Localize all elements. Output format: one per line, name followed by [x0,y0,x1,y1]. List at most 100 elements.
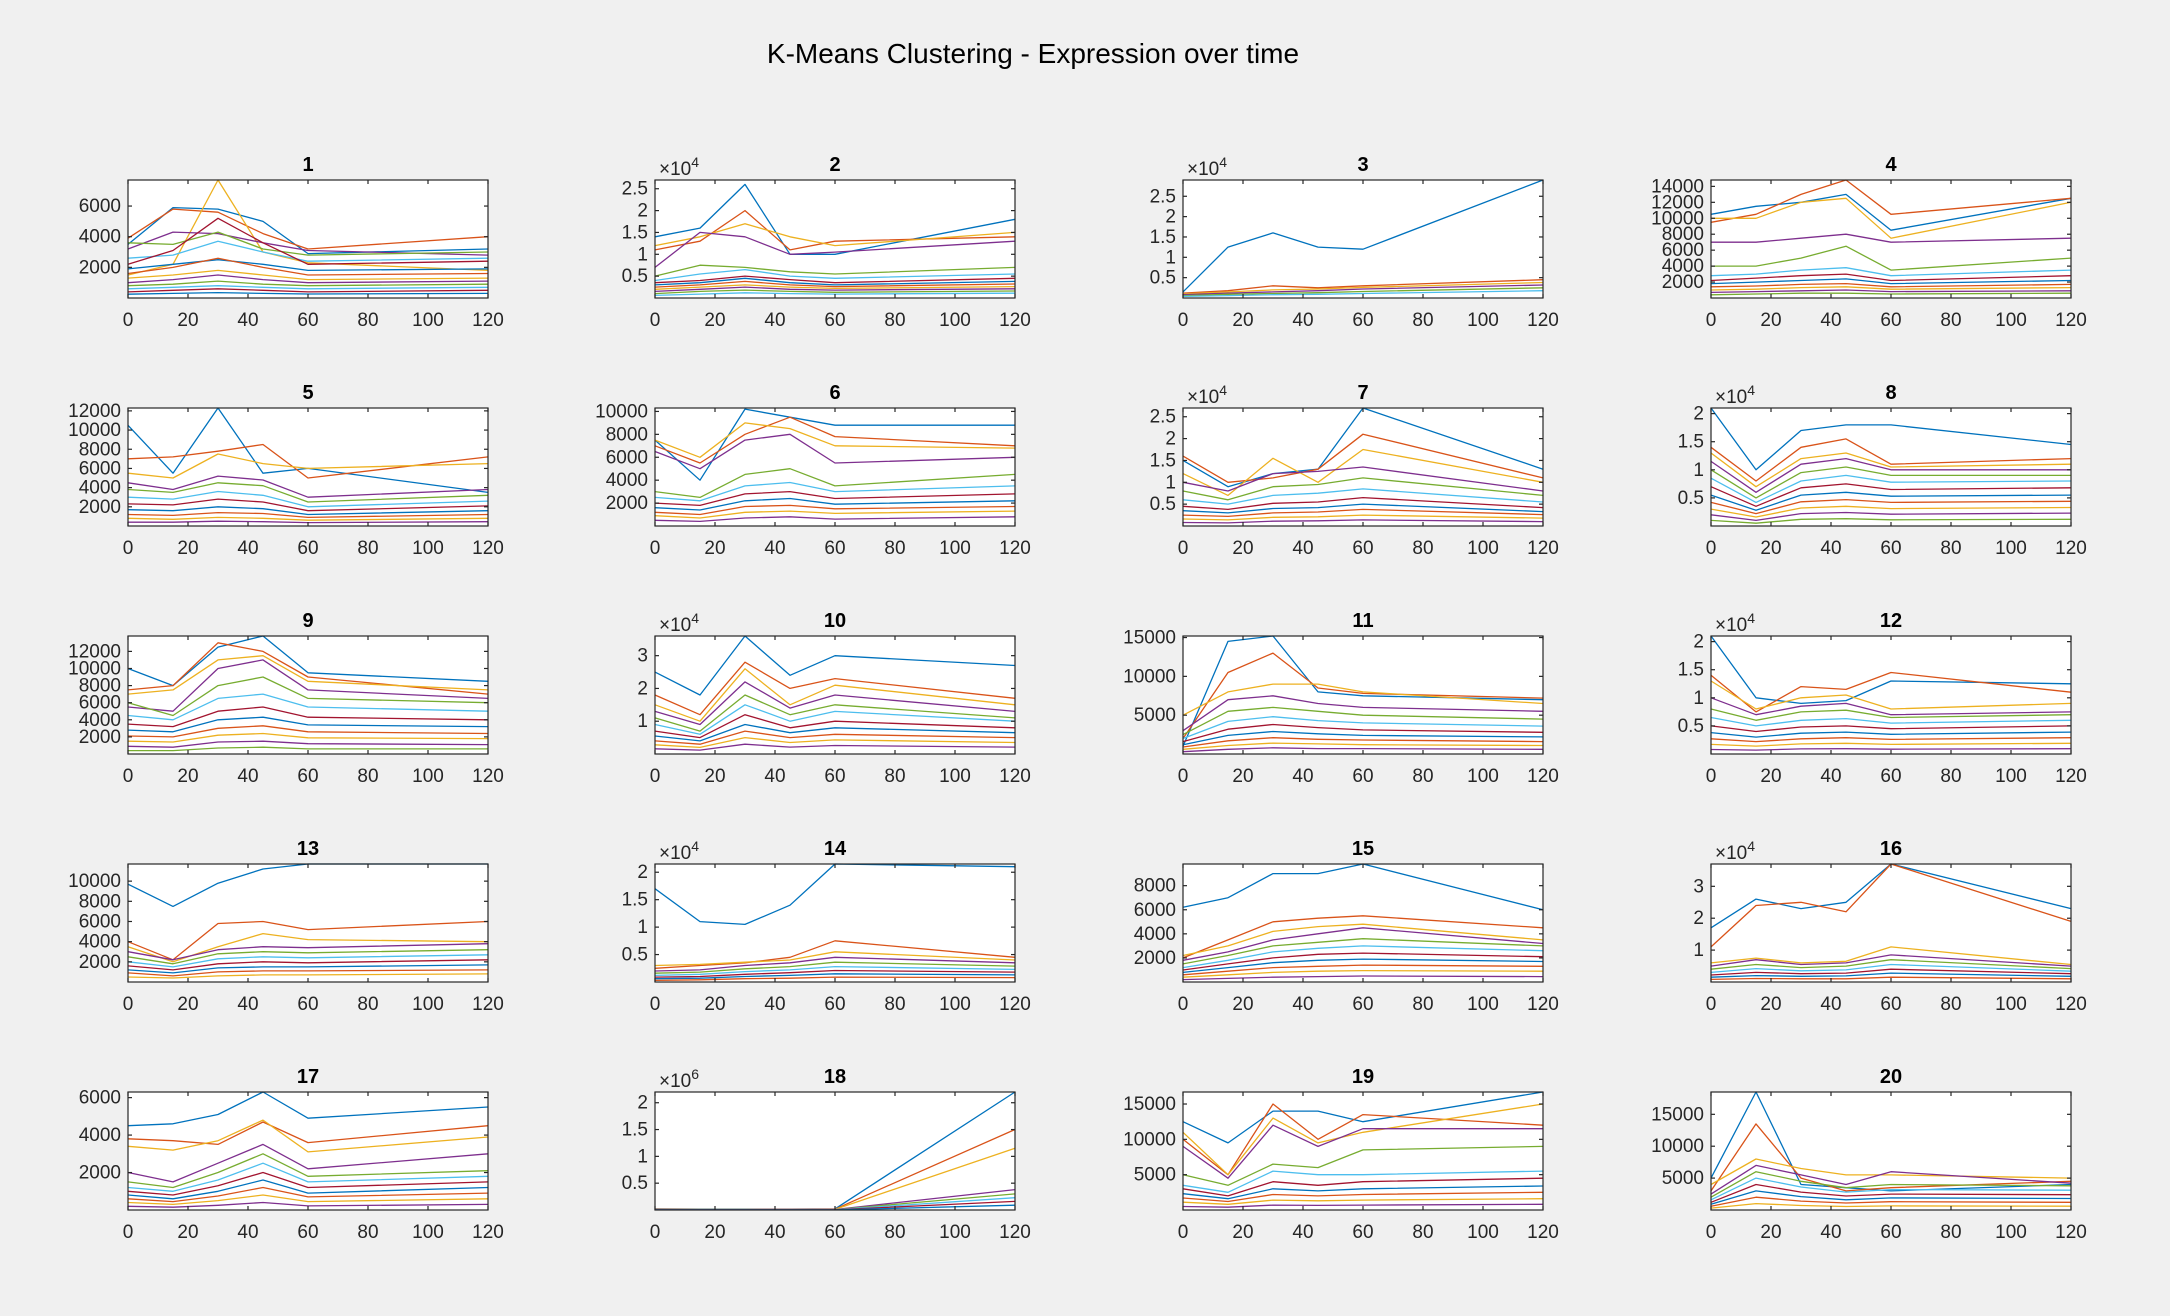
series-line [1710,292,2072,296]
y-tick-label: 5000 [1134,705,1176,726]
x-tick-label: 20 [1760,538,1781,559]
series-line [1710,457,2071,493]
x-tick-label: 20 [1232,994,1253,1015]
series-line [127,740,489,748]
series-line [127,959,489,971]
x-tick-label: 20 [177,1222,198,1243]
x-tick-label: 60 [297,1222,318,1243]
x-tick-label: 20 [177,310,198,331]
series-line [1182,1177,1544,1197]
series-line [1710,972,2072,978]
y-tick-label: 2000 [606,493,648,514]
x-tick-label: 20 [177,994,198,1015]
series-line [127,1171,489,1196]
y-tick-label: 0.5 [1678,716,1704,737]
y-tick-label: 6000 [79,458,121,479]
series-line [654,965,1016,977]
y-tick-label: 6000 [1134,900,1176,921]
series-line [1710,1164,2072,1195]
series-line [1182,514,1544,521]
series-line [654,422,1016,458]
series-line [1182,938,1544,965]
x-tick-label: 40 [1292,538,1313,559]
x-tick-label: 0 [1706,766,1717,787]
series-line [127,716,489,733]
y-tick-label: 0.5 [1150,268,1176,289]
x-tick-label: 120 [1527,994,1559,1015]
x-tick-label: 20 [704,766,725,787]
series-line [1182,958,1544,974]
subplot-title: 10 [824,610,846,632]
series-line [1710,863,2072,948]
series-line [1182,179,1544,293]
series-line [1711,245,2072,271]
x-tick-label: 80 [1940,538,1961,559]
y-tick-label: 1.5 [1678,660,1704,681]
series-line [1182,1103,1544,1176]
y-tick-label: 8000 [79,891,121,912]
y-tick-label: 1 [1693,688,1704,709]
series-line [1710,731,2072,738]
y-tick-label: 2000 [79,1163,121,1184]
y-exponent-label: ×104 [1715,838,1755,864]
y-tick-label: 8000 [79,676,121,697]
y-tick-label: 4000 [79,710,121,731]
series-line [654,694,1016,732]
x-tick-label: 40 [1820,1222,1841,1243]
y-tick-label: 10000 [68,658,121,679]
x-tick-label: 100 [1995,538,2027,559]
series-line [1182,635,1544,747]
series-line [654,468,1016,499]
y-tick-label: 2.5 [622,179,648,200]
subplot-title: 16 [1880,838,1902,860]
x-tick-label: 80 [357,310,378,331]
y-tick-label: 6000 [606,447,648,468]
series-line [1182,952,1544,971]
x-tick-label: 60 [824,538,845,559]
y-exponent-label: ×104 [1187,382,1227,408]
series-line [654,504,1016,516]
series-line [1182,716,1544,740]
series-line [654,736,1016,749]
x-tick-label: 100 [939,1222,971,1243]
y-exponent-label: ×104 [1715,382,1755,408]
x-tick-label: 0 [650,1222,661,1243]
y-tick-label: 1 [1165,247,1176,268]
x-tick-label: 0 [650,994,661,1015]
x-tick-label: 120 [2055,766,2087,787]
series-line [1710,671,2072,713]
series-line [654,681,1016,726]
series-line [654,961,1016,974]
x-tick-label: 40 [237,310,258,331]
series-line [654,969,1016,978]
x-tick-label: 80 [1412,994,1433,1015]
series-line [1710,748,2072,751]
series-line [1710,863,2072,929]
series-line [654,280,1016,288]
series-line [127,257,489,276]
series-line [1182,915,1544,959]
y-tick-label: 0.5 [622,1173,648,1194]
series-line [1182,730,1544,746]
y-tick-label: 2 [1165,429,1176,450]
series-line [1182,945,1544,969]
series-line [1710,483,2072,507]
series-line [654,231,1016,268]
series-line [654,289,1016,295]
plot-area [128,1092,488,1210]
x-tick-label: 120 [2055,538,2087,559]
subplot-title: 2 [829,154,840,176]
series-line [1710,697,2072,716]
subplot-15: 0 20 40 60 80 100 120 2000 4000 6000 8000 15 [1134,838,1559,1015]
x-tick-label: 80 [357,1222,378,1243]
series-line [1182,281,1544,295]
y-tick-label: 2000 [79,727,121,748]
x-tick-label: 80 [884,310,905,331]
y-tick-label: 0.5 [622,945,648,966]
x-tick-label: 20 [1760,994,1781,1015]
series-line [127,943,489,961]
y-tick-label: 4000 [1662,256,1704,277]
series-line [1710,193,2072,231]
series-line [1182,488,1544,505]
